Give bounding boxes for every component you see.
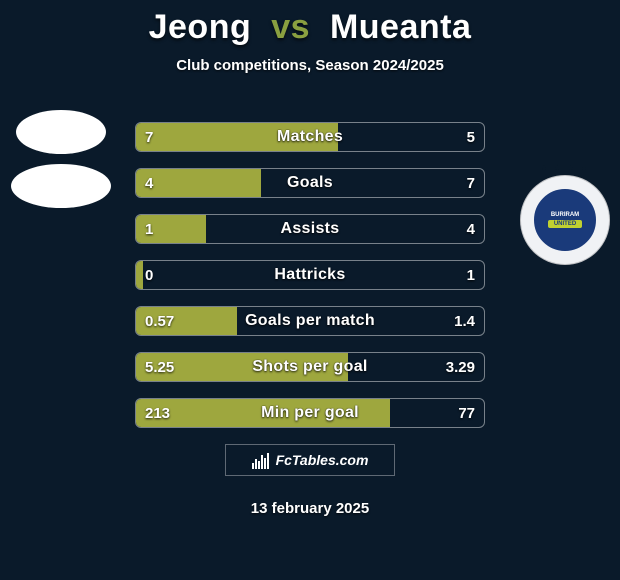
bar-value-left: 0.57 [145,306,174,336]
bar-row: Hattricks0 1 [135,260,485,290]
bar-value-left: 5.25 [145,352,174,382]
comparison-bars: Matches75Goals47Assists14Hattricks01Goal… [135,122,485,444]
bar-value-left: 7 [145,122,153,152]
bar-row: Matches7 5 [135,122,485,152]
club-crest: ★ ★ ★ ★ BURIRAM UNITED [520,175,610,265]
bar-value-right: 1 [467,260,475,290]
vs-label: vs [271,8,310,46]
crest-stars-icon: ★ ★ ★ ★ [540,163,589,172]
bar-label: Hattricks [135,260,485,290]
silhouette-body-icon [11,164,111,208]
bar-label: Goals [135,168,485,198]
silhouette-head-icon [16,110,106,154]
bar-row: Goals per match0.57 1.4 [135,306,485,336]
bar-value-right: 3.29 [446,352,475,382]
subtitle: Club competitions, Season 2024/2025 [0,57,620,74]
site-logo: FcTables.com [225,444,395,476]
bar-row: Assists1 4 [135,214,485,244]
bar-value-left: 1 [145,214,153,244]
bar-value-left: 0 [145,260,153,290]
bar-value-right: 1.4 [454,306,475,336]
crest-text-top: BURIRAM [551,212,579,218]
crest-inner: BURIRAM UNITED [534,189,596,251]
bar-label: Shots per goal [135,352,485,382]
bar-value-right: 77 [458,398,475,428]
bars-icon [252,451,270,469]
player1-name: Jeong [149,8,252,46]
player2-name: Mueanta [330,8,471,46]
bar-value-right: 5 [467,122,475,152]
bar-label: Matches [135,122,485,152]
comparison-title: Jeong vs Mueanta [0,0,620,47]
player1-silhouette [6,110,116,208]
bar-label: Goals per match [135,306,485,336]
bar-label: Min per goal [135,398,485,428]
bar-value-right: 7 [467,168,475,198]
site-name: FcTables.com [276,452,369,468]
bar-value-left: 4 [145,168,153,198]
footer-date: 13 february 2025 [0,500,620,517]
bar-label: Assists [135,214,485,244]
bar-row: Min per goal213 77 [135,398,485,428]
bar-value-right: 4 [467,214,475,244]
bar-row: Goals4 7 [135,168,485,198]
bar-row: Shots per goal5.25 3.29 [135,352,485,382]
crest-band: UNITED [548,220,582,228]
bar-value-left: 213 [145,398,170,428]
